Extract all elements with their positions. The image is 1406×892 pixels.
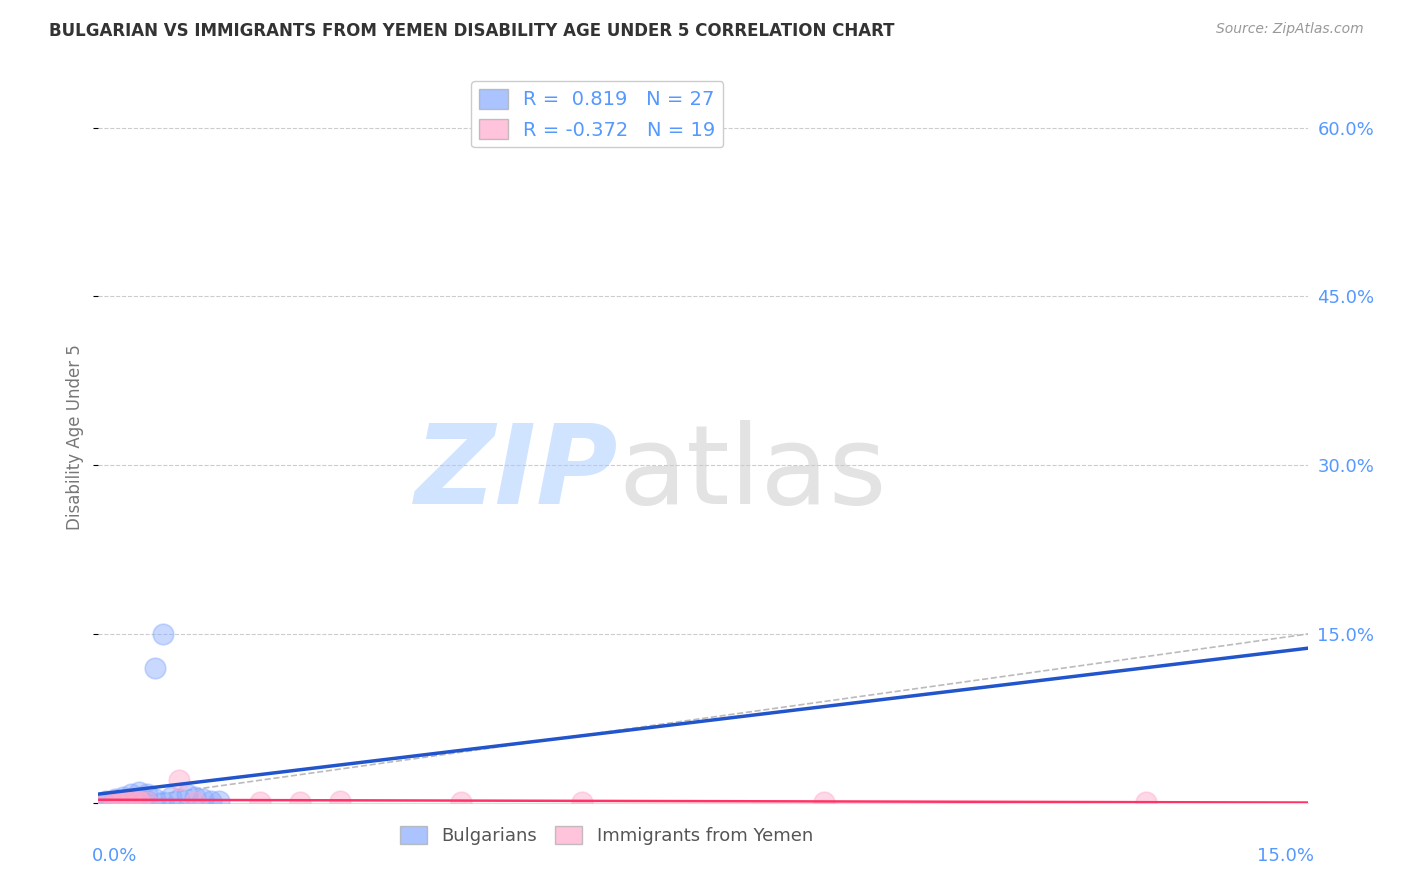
Text: ZIP: ZIP	[415, 420, 619, 527]
Point	[120, 792, 142, 806]
Point	[249, 795, 271, 809]
Point	[152, 627, 174, 641]
Point	[571, 795, 593, 809]
Point	[329, 793, 352, 807]
Point	[111, 795, 134, 809]
Point	[128, 793, 150, 807]
Y-axis label: Disability Age Under 5: Disability Age Under 5	[66, 344, 84, 530]
Point	[160, 790, 183, 805]
Point	[200, 793, 222, 807]
Point	[176, 787, 198, 801]
Point	[120, 795, 142, 809]
Point	[103, 793, 125, 807]
Point	[120, 787, 142, 801]
Point	[184, 790, 207, 805]
Point	[152, 795, 174, 809]
Point	[111, 793, 134, 807]
Point	[103, 793, 125, 807]
Point	[120, 795, 142, 809]
Point	[135, 793, 157, 807]
Point	[135, 795, 157, 809]
Point	[111, 793, 134, 807]
Legend: Bulgarians, Immigrants from Yemen: Bulgarians, Immigrants from Yemen	[392, 819, 820, 852]
Point	[103, 792, 125, 806]
Point	[128, 784, 150, 798]
Point	[450, 795, 472, 809]
Point	[128, 795, 150, 809]
Point	[128, 791, 150, 805]
Point	[135, 787, 157, 801]
Text: 0.0%: 0.0%	[93, 847, 138, 864]
Point	[288, 795, 311, 809]
Point	[96, 793, 118, 807]
Point	[193, 792, 215, 806]
Point	[184, 795, 207, 809]
Point	[96, 795, 118, 809]
Point	[111, 790, 134, 805]
Point	[167, 773, 190, 788]
Point	[96, 795, 118, 809]
Point	[813, 795, 835, 809]
Point	[128, 795, 150, 809]
Point	[143, 661, 166, 675]
Text: BULGARIAN VS IMMIGRANTS FROM YEMEN DISABILITY AGE UNDER 5 CORRELATION CHART: BULGARIAN VS IMMIGRANTS FROM YEMEN DISAB…	[49, 22, 894, 40]
Text: Source: ZipAtlas.com: Source: ZipAtlas.com	[1216, 22, 1364, 37]
Text: atlas: atlas	[619, 420, 887, 527]
Point	[120, 792, 142, 806]
Point	[208, 793, 231, 807]
Point	[103, 795, 125, 809]
Text: 15.0%: 15.0%	[1257, 847, 1313, 864]
Point	[103, 795, 125, 809]
Point	[111, 795, 134, 809]
Point	[1135, 795, 1157, 809]
Point	[143, 792, 166, 806]
Point	[167, 792, 190, 806]
